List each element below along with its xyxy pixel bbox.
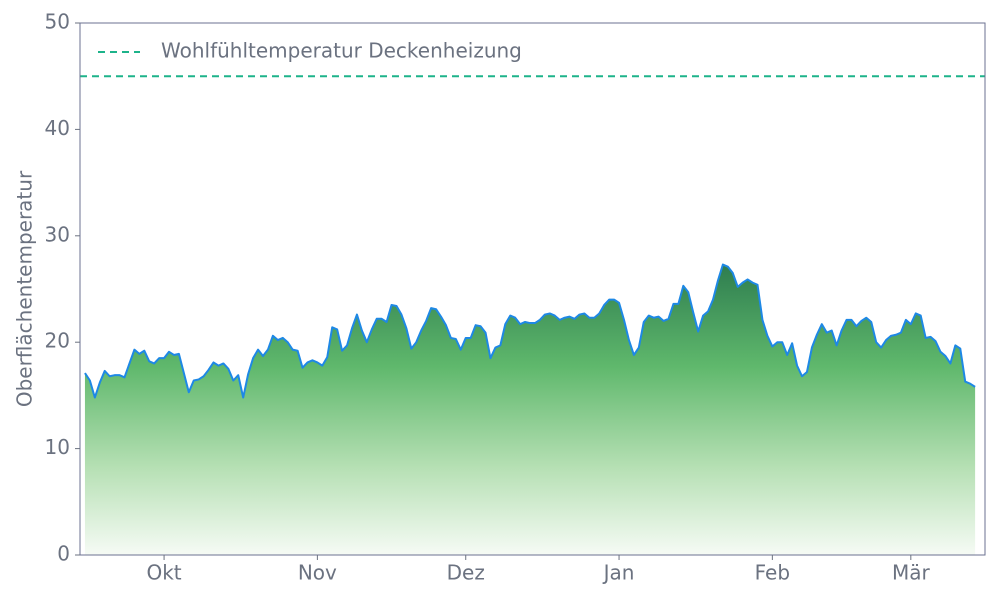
x-tick-label: Okt [146,561,181,585]
y-tick-label: 50 [45,10,70,34]
y-tick-label: 0 [57,542,70,566]
line [84,263,976,399]
plot-frame [79,22,986,556]
x-tick-label: Dez [447,561,485,585]
y-tick-label: 40 [45,116,70,140]
y-tick-label: 20 [45,329,70,353]
plot-area [80,75,985,555]
y-tick-label: 30 [45,222,70,246]
area-fill [84,264,976,555]
legend-label: Wohlfühltemperatur Deckenheizung [161,39,522,63]
x-tick-label: Feb [755,561,790,585]
y-axis-label: Oberflächentemperatur [13,170,37,407]
y-tick-label: 10 [45,435,70,459]
x-tick-label: Nov [298,561,337,585]
x-tick-label: Jan [602,561,635,585]
x-tick-label: Mär [892,561,931,585]
